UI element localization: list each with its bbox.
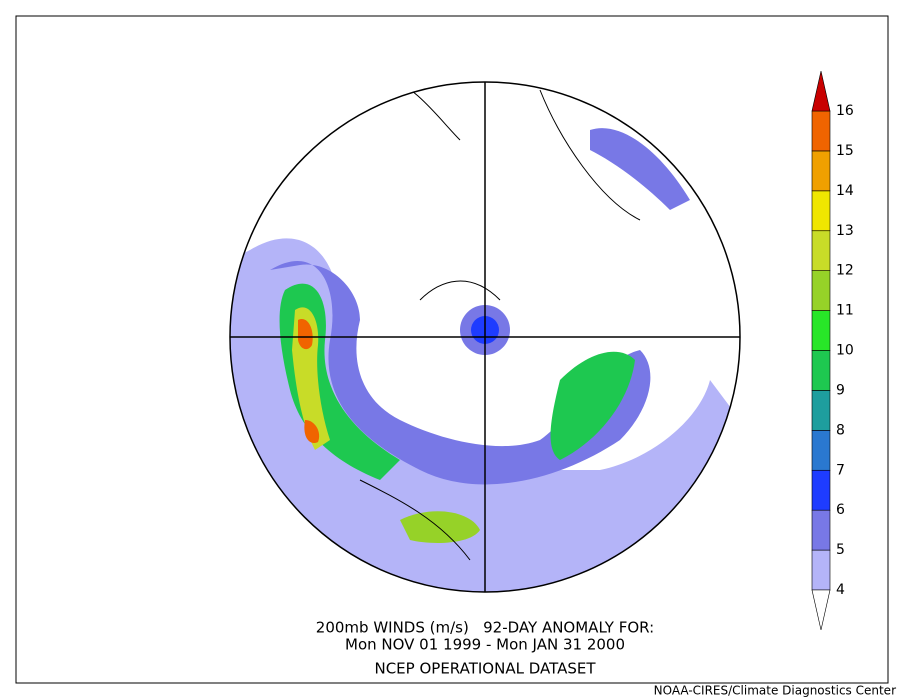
- colorbar-label: 13: [836, 223, 854, 239]
- colorbar-under: [811, 589, 831, 630]
- colorbar-label: 15: [836, 143, 854, 159]
- colorbar-label: 16: [836, 103, 854, 119]
- colorbar-label: 11: [836, 303, 854, 319]
- colorbar-label: 4: [836, 582, 845, 598]
- colorbar-segment: [811, 190, 831, 232]
- colorbar-label: 7: [836, 462, 845, 478]
- colorbar-segment: [811, 469, 831, 511]
- colorbar-segment: [811, 270, 831, 311]
- colorbar-segment: [811, 350, 831, 391]
- frame: [15, 15, 889, 684]
- colorbar-segment: [811, 549, 831, 591]
- caption-line: NCEP OPERATIONAL DATASET: [374, 660, 596, 678]
- colorbar-segment: [811, 310, 831, 351]
- colorbar-label: 8: [836, 422, 845, 438]
- colorbar-label: 9: [836, 382, 845, 398]
- colorbar: 4 5 6 7 8 9 10 11 12 13 14 15 16: [811, 71, 854, 630]
- colorbar-segment: [811, 430, 831, 471]
- colorbar-over: [811, 71, 831, 112]
- colorbar-label: 14: [836, 183, 854, 199]
- colorbar-segment: [811, 110, 831, 152]
- wind-field: [230, 82, 740, 592]
- colorbar-segment: [811, 509, 831, 551]
- colorbar-label: 6: [836, 502, 845, 518]
- colorbar-segment: [811, 150, 831, 192]
- colorbar-segment: [811, 390, 831, 431]
- colorbar-segment: [811, 230, 831, 271]
- footer: NOAA-CIRES/Climate Diagnostics Center: [654, 684, 896, 698]
- caption-line: Mon NOV 01 1999 - Mon JAN 31 2000: [345, 636, 625, 654]
- colorbar-label: 10: [836, 343, 854, 359]
- caption-line: 200mb WINDS (m/s) 92-DAY ANOMALY FOR:: [316, 619, 654, 637]
- colorbar-label: 5: [836, 542, 845, 558]
- colorbar-label: 12: [836, 263, 854, 279]
